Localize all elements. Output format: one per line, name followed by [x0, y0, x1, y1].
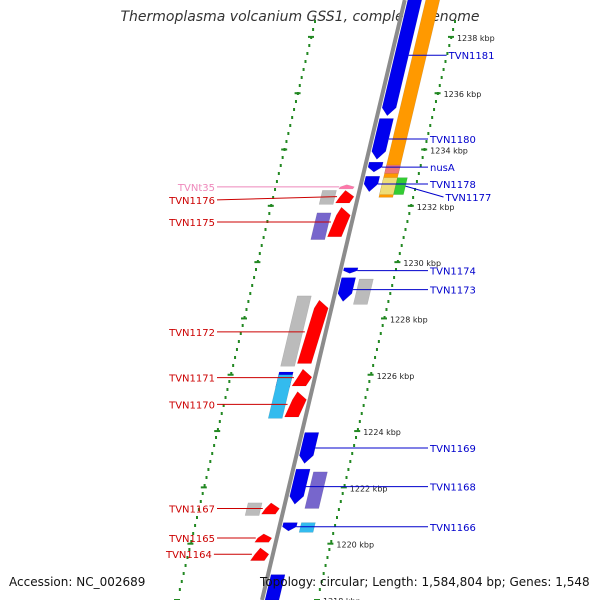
gene-label[interactable]: TVN1168	[429, 483, 476, 494]
tick-label: 1232 kbp	[417, 203, 455, 212]
gene-feature[interactable]	[260, 502, 280, 515]
gene-feature[interactable]	[298, 522, 316, 533]
gene-feature[interactable]	[296, 299, 329, 364]
gene-label[interactable]: TVN1175	[168, 218, 215, 229]
gene-label[interactable]: TVN1177	[444, 193, 491, 204]
gene-label[interactable]: TVN1178	[429, 180, 476, 191]
backbone-line	[260, 0, 407, 600]
gene-labels: TVN1181 TVN1180 nusA TVN1178 TVN1177 TVNt35 TV…	[165, 51, 495, 561]
tick-label: 1222 kbp	[350, 484, 388, 493]
tick-label: 1230 kbp	[403, 259, 441, 268]
tick-label: 1228 kbp	[390, 315, 428, 324]
gene-label[interactable]: nusA	[430, 163, 455, 174]
gene-feature[interactable]	[299, 432, 320, 464]
gene-feature[interactable]	[304, 471, 328, 509]
gene-feature[interactable]	[249, 547, 270, 561]
gene-feature[interactable]	[310, 212, 332, 240]
gene-label[interactable]: TVN1181	[448, 51, 495, 62]
gene-label[interactable]: TVN1173	[429, 286, 476, 297]
gene-feature[interactable]	[393, 177, 408, 195]
gene-features	[244, 0, 441, 600]
gene-label[interactable]: TVN1172	[168, 328, 215, 339]
label-leader-line	[405, 185, 444, 198]
gene-label[interactable]: TVN1165	[168, 534, 215, 545]
gene-label[interactable]: TVN1169	[429, 444, 476, 455]
gene-feature[interactable]	[264, 574, 286, 600]
gene-feature[interactable]	[363, 176, 381, 193]
gene-label[interactable]: TVN1166	[429, 523, 476, 534]
gene-feature[interactable]	[244, 502, 263, 516]
tick-label: 1226 kbp	[377, 372, 415, 381]
gene-feature[interactable]	[367, 161, 384, 173]
tick-label: 1224 kbp	[363, 428, 401, 437]
gene-feature[interactable]	[371, 118, 394, 160]
scale-ticks: 1238 kbp 1236 kbp 1234 kbp 1232 kbp 1230 kbp…	[174, 20, 495, 600]
tick-label: 1218 kbp	[323, 597, 361, 600]
gene-feature[interactable]	[284, 391, 307, 418]
backbone	[260, 0, 407, 600]
label-leader-line	[216, 196, 337, 201]
gene-feature[interactable]	[280, 295, 312, 367]
gene-label[interactable]: TVN1164	[165, 550, 212, 561]
tick-label: 1236 kbp	[444, 90, 482, 99]
map-title: Thermoplasma volcanium GSS1, complete ge…	[120, 9, 480, 25]
gene-feature[interactable]	[378, 0, 441, 198]
gene-feature[interactable]	[327, 206, 351, 238]
gene-label[interactable]: TVNt35	[177, 183, 215, 194]
gene-feature[interactable]	[338, 184, 355, 190]
accession-text: Accession: NC_002689	[9, 575, 146, 589]
gene-feature[interactable]	[289, 468, 311, 505]
gene-feature[interactable]	[381, 0, 423, 117]
gene-feature[interactable]	[254, 533, 273, 543]
gene-label[interactable]: TVN1176	[168, 196, 215, 207]
gene-feature[interactable]	[334, 190, 355, 204]
gene-feature[interactable]	[291, 368, 313, 387]
gene-label[interactable]: TVN1171	[168, 374, 215, 385]
gene-feature[interactable]	[337, 277, 357, 302]
gene-feature[interactable]	[282, 522, 298, 532]
tick-label: 1220 kbp	[336, 541, 374, 550]
gene-feature[interactable]	[384, 164, 401, 174]
gene-feature[interactable]	[353, 278, 374, 305]
tick-label: 1238 kbp	[457, 34, 495, 43]
gene-label[interactable]: TVN1167	[168, 504, 215, 515]
gene-label[interactable]: TVN1174	[429, 267, 476, 278]
gene-feature[interactable]	[343, 267, 359, 274]
gene-label[interactable]: TVN1170	[168, 400, 215, 411]
genome-summary: Topology: circular; Length: 1,584,804 bp…	[260, 575, 590, 589]
tick-label: 1234 kbp	[430, 147, 468, 156]
gene-label[interactable]: TVN1180	[429, 135, 476, 146]
